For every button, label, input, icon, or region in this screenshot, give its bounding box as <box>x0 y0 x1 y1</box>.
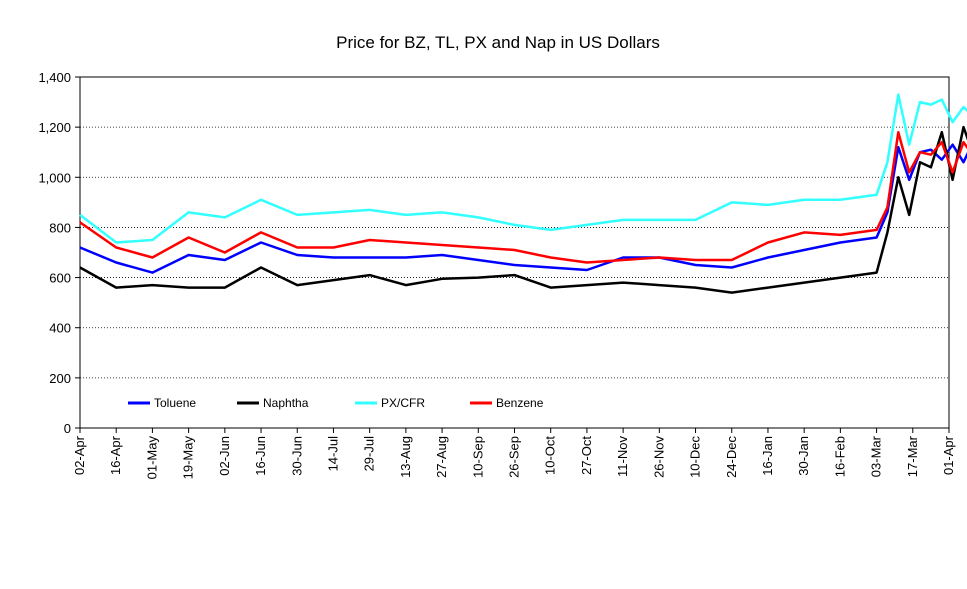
x-tick-label: 26-Sep <box>507 436 522 478</box>
x-tick-label: 27-Aug <box>434 436 449 478</box>
series-lines <box>79 93 967 294</box>
x-tick-label: 03-Mar <box>869 435 884 477</box>
x-axis: 02-Apr 16-Apr 01-May 19-May 02-Jun 16-Jun 30-J… <box>72 428 956 479</box>
series-line-px-cfr <box>79 93 967 244</box>
x-tick-label: 30-Jun <box>289 436 304 476</box>
gridlines <box>80 126 949 379</box>
x-tick-label: 27-Oct <box>579 436 594 475</box>
x-tick-label: 16-Apr <box>108 435 123 475</box>
y-tick-label: 0 <box>64 421 71 436</box>
y-tick-label: 800 <box>49 220 71 235</box>
legend-label: PX/CFR <box>381 396 425 410</box>
x-tick-label: 16-Feb <box>832 436 847 477</box>
x-tick-label: 14-Jul <box>325 436 340 472</box>
x-tick-label: 30-Jan <box>796 436 811 476</box>
series-line-benzene <box>79 130 967 264</box>
x-tick-label: 16-Jan <box>760 436 775 476</box>
x-tick-label: 10-Dec <box>688 436 703 478</box>
x-tick-label: 01-May <box>144 436 159 480</box>
series-line-naphtha <box>79 125 967 294</box>
legend-label: Naphtha <box>263 396 309 410</box>
y-tick-label: 1,400 <box>38 70 71 85</box>
x-tick-label: 19-May <box>181 436 196 480</box>
legend-label: Toluene <box>154 396 196 410</box>
legend-label: Benzene <box>496 396 544 410</box>
x-tick-label: 10-Sep <box>470 436 485 478</box>
y-tick-label: 200 <box>49 371 71 386</box>
x-tick-label: 24-Dec <box>724 436 739 478</box>
x-tick-label: 11-Nov <box>615 436 630 477</box>
x-tick-label: 13-Aug <box>398 436 413 478</box>
x-tick-label: 10-Oct <box>543 436 558 475</box>
y-tick-label: 1,200 <box>38 120 71 135</box>
y-tick-label: 400 <box>49 321 71 336</box>
x-tick-label: 02-Jun <box>217 436 232 476</box>
y-tick-label: 1,000 <box>38 170 71 185</box>
chart-title: Price for BZ, TL, PX and Nap in US Dolla… <box>336 33 660 52</box>
x-tick-label: 01-Apr <box>941 435 956 475</box>
x-tick-label: 29-Jul <box>362 436 377 472</box>
x-tick-label: 02-Apr <box>72 435 87 475</box>
x-tick-label: 17-Mar <box>905 435 920 477</box>
y-axis: 0 200 400 600 800 1,000 1,200 1,400 <box>38 70 80 436</box>
y-tick-label: 600 <box>49 271 71 286</box>
plot-area-border <box>79 76 950 429</box>
legend: Toluene Naphtha PX/CFR Benzene <box>128 396 544 410</box>
x-tick-label: 16-Jun <box>253 436 268 476</box>
x-tick-label: 26-Nov <box>651 436 666 478</box>
